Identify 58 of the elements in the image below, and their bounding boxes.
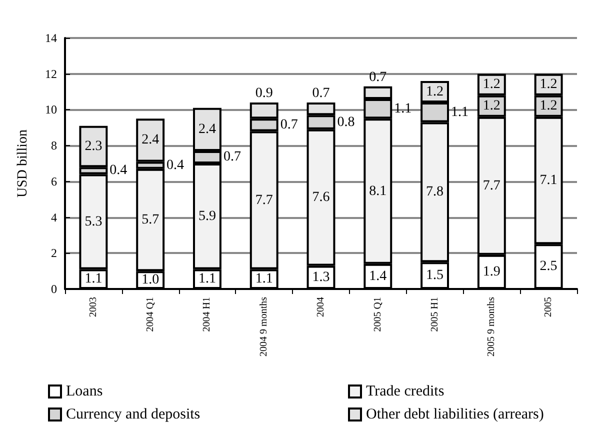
data-label: 2.3: [84, 138, 102, 154]
data-label: 0.9: [255, 86, 273, 102]
data-label: 7.7: [482, 178, 500, 194]
data-label: 1.5: [426, 268, 444, 284]
data-label: 2.4: [142, 132, 160, 148]
data-label: 1.3: [312, 270, 330, 285]
y-tick-label: 8: [51, 138, 57, 153]
legend-label: Loans: [66, 384, 103, 400]
legend-label: Currency and deposits: [66, 406, 200, 422]
data-label: 1.2: [540, 98, 558, 114]
y-tick-label: 6: [51, 174, 57, 188]
data-label: 2.5: [540, 259, 558, 274]
x-tick-label: 2004 Q1: [144, 297, 156, 332]
data-label: 5.3: [84, 214, 102, 230]
data-label: 1.9: [482, 264, 500, 280]
data-label: 1.1: [84, 272, 102, 287]
data-label: 0.4: [166, 158, 184, 173]
data-label: 1.1: [198, 272, 216, 287]
legend-label: Other debt liabilities (arrears): [366, 406, 544, 422]
data-label: 1.2: [426, 84, 444, 100]
data-label: 0.7: [369, 70, 387, 85]
y-tick-label: 2: [51, 246, 57, 260]
data-label: 7.8: [426, 184, 444, 200]
x-tick-label: 2005 H1: [429, 297, 440, 332]
x-tick-label: 2005: [543, 297, 554, 317]
data-label: 0.7: [280, 117, 298, 132]
x-tick-label: 2005 Q1: [372, 297, 384, 332]
x-tick-label: 2005 9 months: [486, 296, 498, 356]
data-label: 1.2: [540, 77, 558, 92]
data-label: 1.0: [142, 272, 160, 288]
y-axis-title: USD billion: [16, 129, 30, 198]
data-label: 5.9: [198, 208, 216, 224]
data-label: 7.7: [255, 192, 273, 208]
y-tick-label: 10: [45, 102, 57, 117]
y-tick-label: 0: [51, 282, 57, 296]
x-tick-label: 2003: [88, 297, 99, 317]
data-label: 0.7: [223, 150, 241, 165]
data-label: 5.7: [142, 212, 160, 228]
data-label: 1.1: [394, 101, 412, 116]
data-label: 1.1: [255, 272, 273, 287]
data-label: 2.4: [198, 122, 216, 137]
x-tick-label: 2004 9 months: [258, 296, 270, 356]
y-tick-label: 4: [51, 210, 57, 224]
data-label: 1.4: [369, 268, 387, 284]
data-label: 0.8: [337, 114, 355, 130]
data-label: 7.6: [312, 190, 330, 206]
data-label: 1.2: [482, 98, 500, 114]
x-tick-label: 2004: [316, 297, 326, 317]
data-label: 7.1: [540, 173, 558, 188]
y-tick-label: 14: [45, 31, 57, 45]
x-tick-label: 2004 H1: [202, 297, 213, 332]
data-label: 1.2: [482, 77, 500, 92]
data-label: 0.4: [110, 163, 128, 178]
data-label: 8.1: [369, 184, 387, 199]
legend-label: Trade credits: [366, 384, 444, 400]
y-tick-label: 12: [45, 66, 57, 81]
data-label: 0.7: [312, 86, 330, 102]
data-label: 1.1: [451, 104, 468, 120]
